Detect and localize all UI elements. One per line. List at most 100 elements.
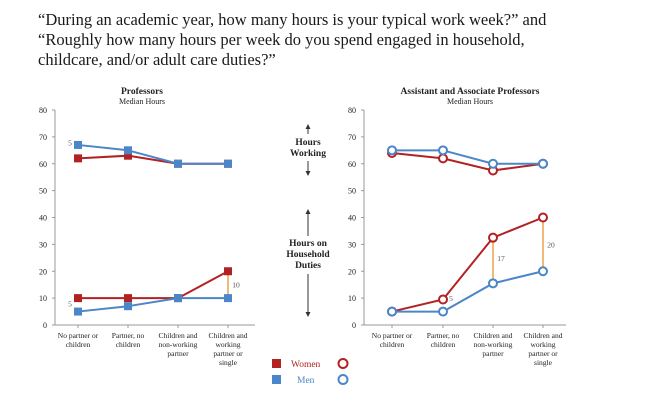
- panel-1-men-household-line: [77, 297, 228, 313]
- household-duties-label: Duties: [295, 261, 321, 271]
- panel-2-category-label: partner: [482, 349, 504, 358]
- panel-2-men-household-point: [438, 306, 448, 317]
- panel-1-y-tick-label: 50: [39, 187, 47, 196]
- panel-2-category-label: Children and: [524, 331, 563, 340]
- panel-2-women-work-point: [438, 153, 448, 164]
- panel-1-men-work-point: [74, 140, 82, 149]
- panel-2-men-work-point: [488, 158, 498, 169]
- question-line-3: childcare, and/or adult care duties?”: [38, 50, 276, 69]
- panel-1-category-label: Children and: [209, 331, 248, 340]
- panel-1-category-label: children: [66, 340, 91, 349]
- panel-2-category-label: No partner or: [372, 331, 413, 340]
- panel-2-category-label: children: [380, 340, 405, 349]
- panel-2-category-label: working: [531, 340, 556, 349]
- panel-1-category-label: single: [219, 358, 238, 367]
- panel-2-women-household-point: [488, 232, 498, 243]
- panel-1-men-household-point: [174, 294, 182, 303]
- hours-working-arrow-up-head: [305, 124, 311, 129]
- panel-1-annotation: 5: [68, 138, 72, 147]
- panel-1-category-label: Children and: [159, 331, 198, 340]
- household-arrow-up-head: [305, 209, 311, 214]
- panel-1-men-work-point: [174, 159, 182, 168]
- panel-2-women-household-point: [438, 294, 448, 305]
- panel-2-y-tick-label: 70: [348, 133, 356, 142]
- panel-2-men-work-point: [387, 145, 397, 156]
- panel-2-category-label: partner or: [528, 349, 558, 358]
- panel-1-category-label: Partner, no: [112, 331, 145, 340]
- panel-1-men-household-point: [74, 307, 82, 316]
- panel-1-y-tick-label: 10: [39, 294, 47, 303]
- panel-1-category-label: children: [116, 340, 141, 349]
- panel-1-women-household-point: [74, 294, 82, 303]
- panel-2-men-household-point: [387, 306, 397, 317]
- panel-1-women-household-point: [124, 294, 132, 303]
- panel-2-subtitle: Median Hours: [447, 97, 493, 106]
- panel-2-women-work-line: [391, 152, 544, 172]
- panel-1-title: Professors: [121, 87, 163, 97]
- household-duties-label: Hours on: [289, 239, 327, 249]
- hours-working-arrow-down-head: [305, 171, 311, 176]
- panel-1-category-label: partner or: [213, 349, 243, 358]
- legend-women-label: Women: [291, 360, 321, 370]
- panel-1-women-work-point: [74, 154, 82, 163]
- panel-2-category-label: children: [431, 340, 456, 349]
- question-line-2: “Roughly how many hours per week do you …: [38, 30, 525, 49]
- panel-2-women-household-point: [538, 212, 548, 223]
- panel-1-women-work-point: [124, 151, 132, 160]
- panel-2-men-household-point: [488, 278, 498, 289]
- legend-men-label: Men: [297, 376, 315, 386]
- panel-2-annotation: 5: [449, 294, 453, 303]
- household-duties-label: Household: [286, 250, 330, 260]
- panel-1-men-work-point: [224, 159, 232, 168]
- panel-1-category-label: partner: [167, 349, 189, 358]
- panel-1-category-label: non-working: [159, 340, 198, 349]
- panel-2-y-tick-label: 30: [348, 240, 356, 249]
- panel-1-y-tick-label: 30: [39, 240, 47, 249]
- legend-men-circle: [337, 374, 349, 385]
- panel-1-y-tick-label: 40: [39, 214, 47, 223]
- panel-2-title: Assistant and Associate Professors: [401, 87, 540, 97]
- panel-1-y-tick-label: 70: [39, 133, 47, 142]
- legend-men-square: [272, 375, 281, 384]
- panel-1-annotation: 10: [232, 281, 240, 290]
- panel-2-men-household-line: [392, 270, 544, 313]
- panel-2-men-work-point: [538, 158, 548, 169]
- panel-1-men-work-line: [77, 143, 228, 165]
- panel-2-y-tick-label: 60: [348, 160, 356, 169]
- panel-2-men-work-point: [438, 145, 448, 156]
- hours-working-label: Working: [290, 149, 326, 159]
- panel-1-y-tick-label: 80: [39, 106, 47, 115]
- panel-1-men-work-point: [124, 146, 132, 155]
- household-arrow-down-head: [305, 312, 311, 317]
- panel-1-men-household-point: [224, 294, 232, 303]
- panel-2-y-tick-label: 20: [348, 267, 356, 276]
- panel-2-y-tick-label: 80: [348, 106, 356, 115]
- panel-2-y-tick-label: 40: [348, 214, 356, 223]
- panel-2-category-label: Children and: [474, 331, 513, 340]
- panel-1-y-tick-label: 0: [43, 321, 47, 330]
- legend-women-circle: [337, 358, 349, 369]
- panel-1-category-label: working: [216, 340, 241, 349]
- panel-1-category-label: No partner or: [58, 331, 99, 340]
- panel-2-category-label: single: [534, 358, 553, 367]
- panel-1-women-household-line: [78, 270, 229, 300]
- panel-2-women-household-line: [391, 216, 544, 313]
- panel-1-subtitle: Median Hours: [119, 97, 165, 106]
- panel-2-annotation: 17: [497, 254, 505, 263]
- panel-2-men-work-line: [392, 149, 543, 165]
- panel-2-category-label: non-working: [474, 340, 513, 349]
- panel-2-category-label: Partner, no: [427, 331, 460, 340]
- panel-1-annotation: 5: [68, 300, 72, 309]
- question-header: “During an academic year, how many hours…: [38, 10, 648, 70]
- legend-women-square: [272, 359, 281, 368]
- panel-1-women-household-point: [224, 267, 232, 276]
- panel-1-y-tick-label: 60: [39, 160, 47, 169]
- hours-working-label: Hours: [295, 138, 321, 148]
- panel-2-y-tick-label: 10: [348, 294, 356, 303]
- panel-2-y-tick-label: 50: [348, 187, 356, 196]
- panel-2-y-tick-label: 0: [352, 321, 356, 330]
- panel-2-men-household-point: [538, 266, 548, 277]
- panel-2-annotation: 20: [547, 240, 555, 249]
- question-line-1: “During an academic year, how many hours…: [38, 10, 547, 29]
